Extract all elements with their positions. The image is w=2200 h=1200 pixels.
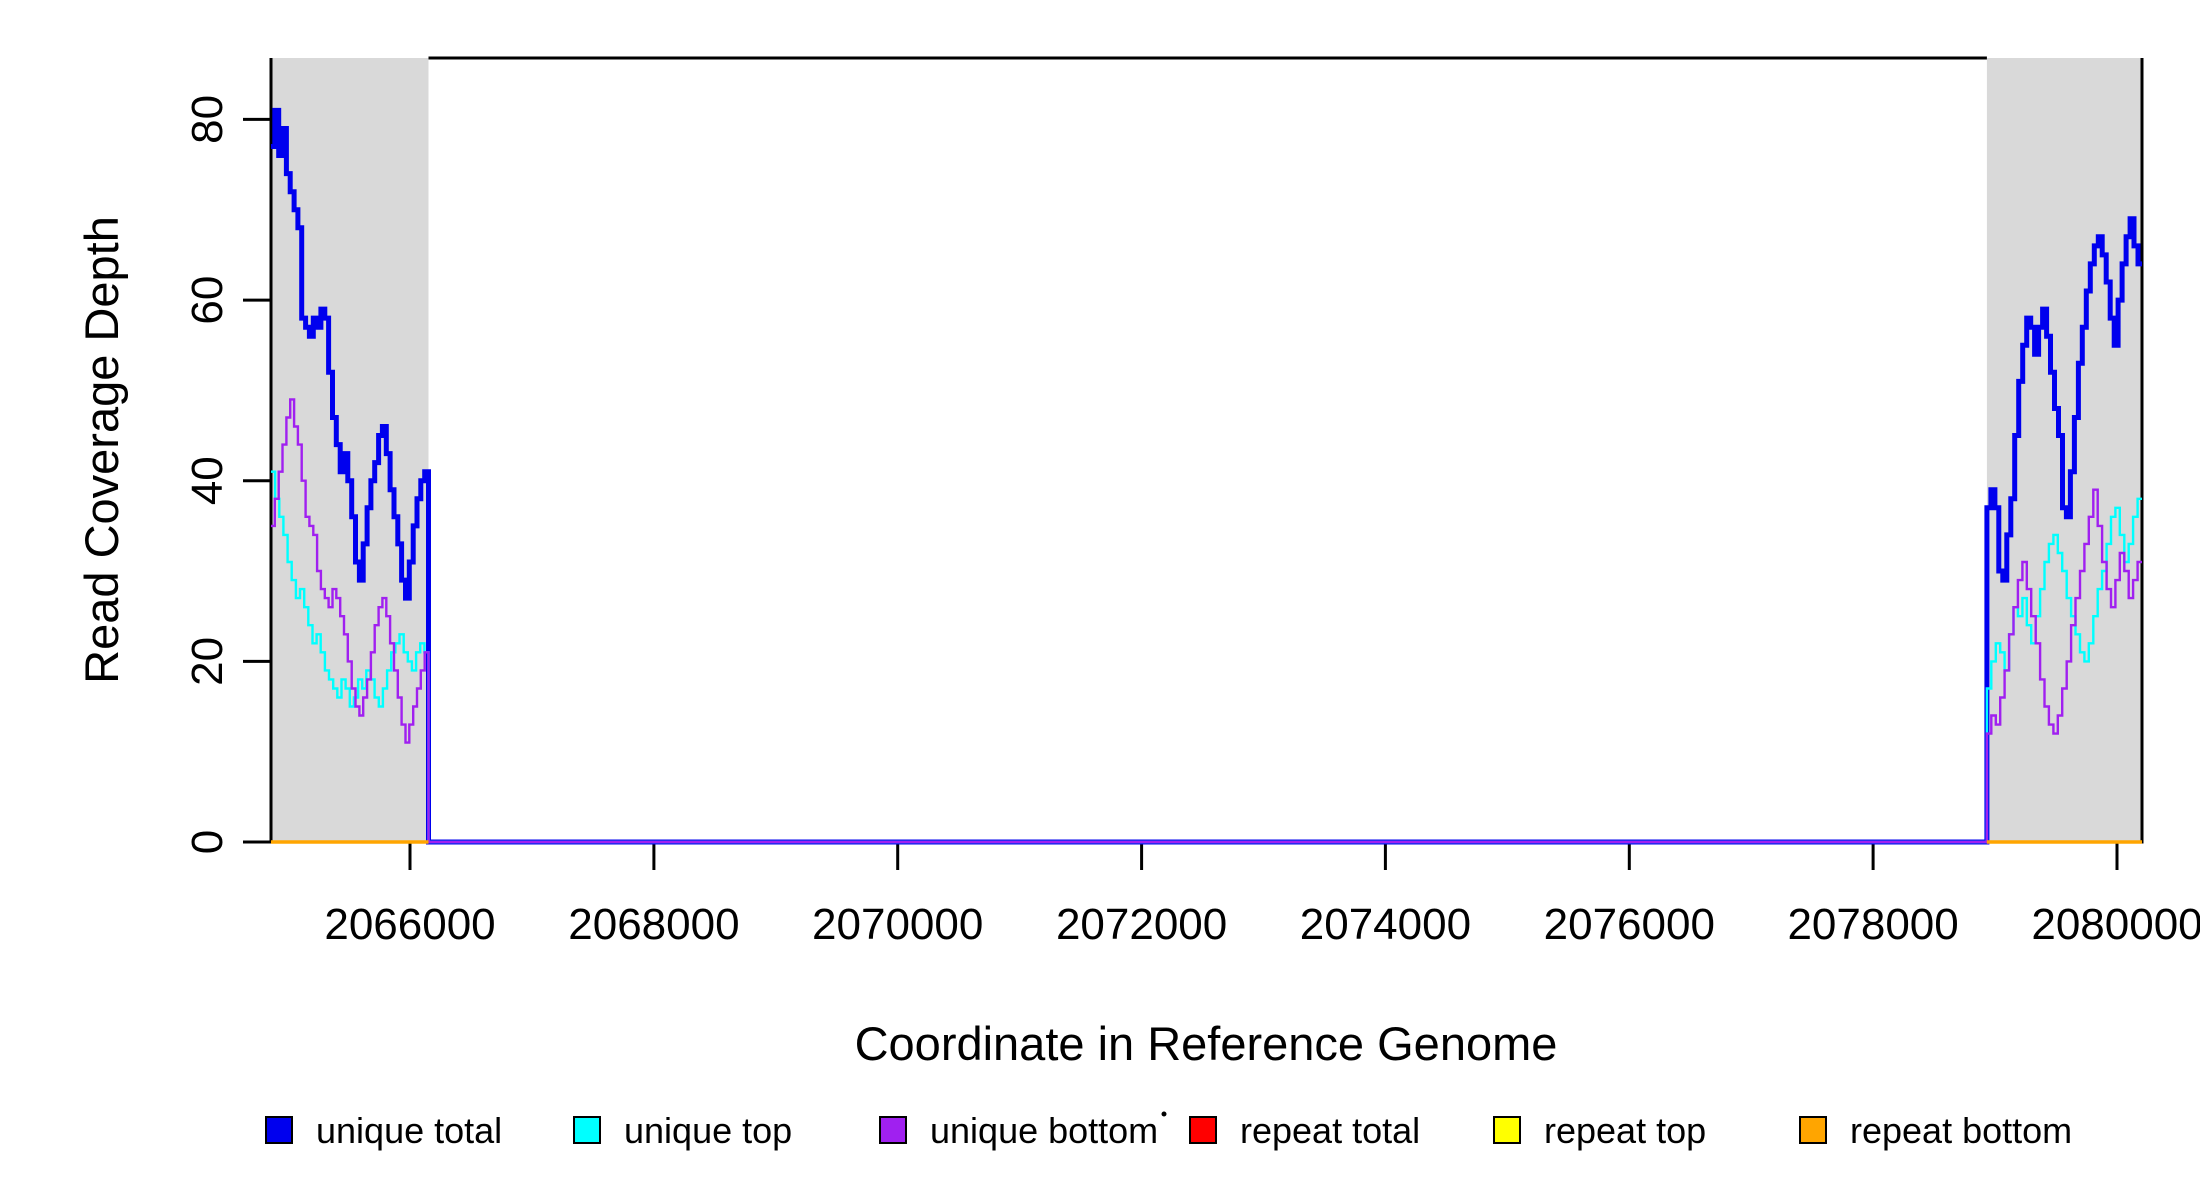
legend-item-unique-bottom: unique bottom (879, 1110, 1158, 1151)
y-tick-label: 40 (183, 456, 232, 505)
series-layer (271, 107, 2142, 845)
x-axis-title: Coordinate in Reference Genome (855, 1017, 1558, 1070)
legend-swatch-repeat-top (1493, 1116, 1521, 1144)
x-tick-label: 2068000 (568, 900, 739, 949)
legend-swatch-repeat-bottom (1799, 1116, 1827, 1144)
legend-label-repeat-bottom: repeat bottom (1850, 1110, 2072, 1151)
stray-dot-marker (1161, 1111, 1167, 1117)
x-tick-label: 2076000 (1544, 900, 1715, 949)
y-tick-label: 0 (183, 830, 232, 854)
legend-label-unique-total: unique total (316, 1110, 502, 1151)
y-tick-label: 20 (183, 637, 232, 686)
x-tick-label: 2066000 (324, 900, 495, 949)
x-tick-label: 2072000 (1056, 900, 1227, 949)
y-tick-label: 60 (183, 276, 232, 325)
y-tick-label: 80 (183, 95, 232, 144)
x-tick-label: 2070000 (812, 900, 983, 949)
legend-label-repeat-top: repeat top (1544, 1110, 1706, 1151)
y-axis-title: Read Coverage Depth (75, 216, 128, 684)
x-tick-label: 2074000 (1300, 900, 1471, 949)
legend-item-unique-top: unique top (573, 1110, 792, 1151)
legend-item-repeat-top: repeat top (1493, 1110, 1706, 1151)
series-unique-top-line (271, 470, 2142, 844)
series-unique-bottom-line (271, 398, 2142, 844)
legend-swatch-unique-bottom (879, 1116, 907, 1144)
legend-label-unique-bottom: unique bottom (930, 1110, 1158, 1151)
legend: unique total unique top unique bottom repea… (265, 1110, 2072, 1151)
legend-item-repeat-total: repeat total (1189, 1110, 1420, 1151)
series-unique-total-line (271, 107, 2142, 845)
axes-layer: 2066000 2068000 2070000 2072000 2074000 20760… (183, 56, 2200, 949)
legend-label-repeat-total: repeat total (1240, 1110, 1420, 1151)
legend-item-unique-total: unique total (265, 1110, 502, 1151)
plot-background-layer (271, 58, 2142, 842)
x-tick-label: 2078000 (1787, 900, 1958, 949)
legend-swatch-unique-total (265, 1116, 293, 1144)
legend-item-repeat-bottom: repeat bottom (1799, 1110, 2072, 1151)
x-tick-label: 2080000 (2031, 900, 2200, 949)
legend-label-unique-top: unique top (624, 1110, 792, 1151)
legend-swatch-unique-top (573, 1116, 601, 1144)
legend-swatch-repeat-total (1189, 1116, 1217, 1144)
